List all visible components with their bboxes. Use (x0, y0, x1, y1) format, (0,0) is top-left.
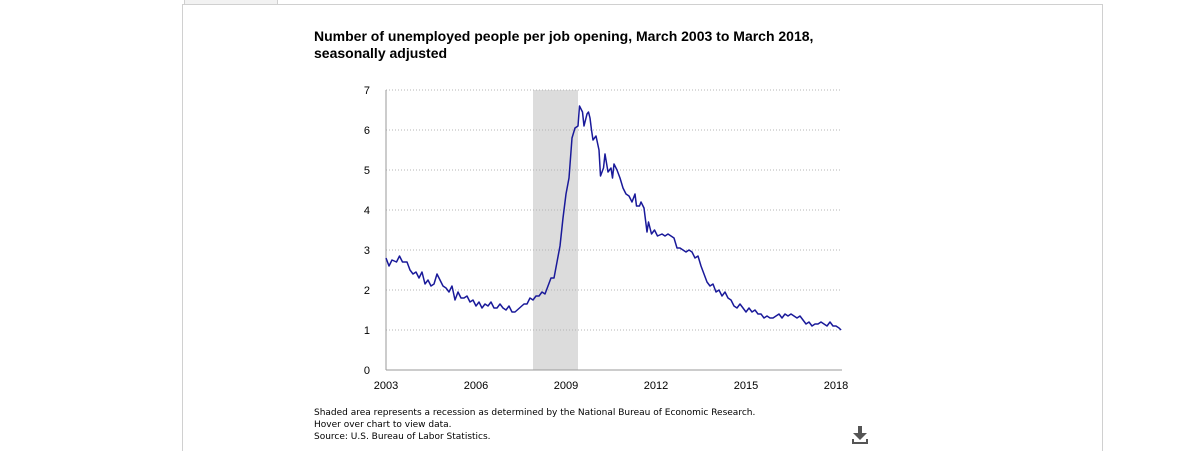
x-tick-label: 2003 (374, 380, 398, 392)
y-tick-label: 1 (364, 325, 370, 337)
y-tick-label: 5 (364, 165, 370, 177)
tab-stub[interactable] (184, 0, 278, 5)
y-tick-label: 2 (364, 285, 370, 297)
y-tick-label: 0 (364, 365, 370, 377)
x-tick-label: 2006 (464, 380, 488, 392)
chart-title: Number of unemployed people per job open… (314, 28, 814, 44)
x-tick-label: 2015 (734, 380, 758, 392)
series-line[interactable] (385, 105, 842, 331)
x-tick-label: 2012 (644, 380, 668, 392)
recession-band (533, 90, 578, 370)
hover-note: Hover over chart to view data. (314, 420, 452, 430)
recession-layer (533, 90, 578, 370)
chart-notes: Shaded area represents a recession as de… (314, 407, 834, 443)
source-note: Source: U.S. Bureau of Labor Statistics. (314, 432, 491, 442)
download-button[interactable] (850, 424, 870, 446)
y-tick-label: 7 (364, 85, 370, 97)
series-layer (385, 105, 842, 331)
y-tick-label: 3 (364, 245, 370, 257)
recession-note: Shaded area represents a recession as de… (314, 408, 756, 418)
download-icon (852, 426, 868, 444)
axis-layer: 0 1 2 3 4 5 6 7 2003 2006 2009 2012 2015 2018 (364, 85, 848, 392)
chart-frame (182, 4, 1103, 451)
x-tick-label: 2009 (554, 380, 578, 392)
chart-subtitle: seasonally adjusted (314, 45, 448, 61)
y-tick-label: 6 (364, 125, 370, 137)
x-tick-label: 2018 (824, 380, 848, 392)
y-tick-label: 4 (364, 205, 370, 217)
